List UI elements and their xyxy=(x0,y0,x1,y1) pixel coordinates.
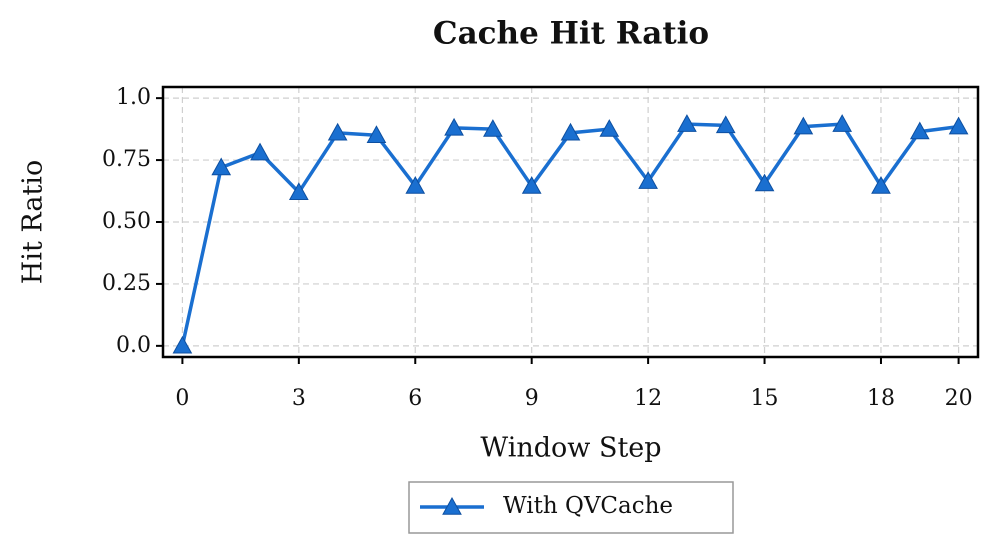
point-marker xyxy=(715,115,736,134)
point-marker xyxy=(444,117,464,136)
point-marker xyxy=(483,119,503,137)
point-marker xyxy=(832,114,853,132)
point-marker xyxy=(793,116,814,135)
x-tick-label: 20 xyxy=(945,386,973,411)
y-tick-label: 0.25 xyxy=(102,271,151,296)
y-tick-label: 1.0 xyxy=(116,85,151,110)
y-tick-label: 0.75 xyxy=(102,147,151,172)
point-marker xyxy=(638,171,658,189)
plot-frame xyxy=(161,85,980,359)
point-marker xyxy=(599,119,620,137)
point-marker xyxy=(560,122,581,141)
x-tick-label: 18 xyxy=(867,386,895,411)
point-marker xyxy=(948,116,969,135)
x-axis-label: Window Step xyxy=(480,433,661,464)
y-tick-label: 0.0 xyxy=(116,333,151,358)
x-tick-label: 0 xyxy=(175,386,189,411)
legend-label: With QVCache xyxy=(503,493,673,519)
chart-title: Cache Hit Ratio xyxy=(433,16,709,52)
point-marker xyxy=(909,121,930,140)
y-tick-label: 0.50 xyxy=(102,209,151,234)
x-tick-label: 3 xyxy=(292,386,306,411)
x-tick-label: 12 xyxy=(634,386,662,411)
y-axis-label: Hit Ratio xyxy=(18,160,49,284)
x-tick-label: 15 xyxy=(751,386,779,411)
point-marker xyxy=(871,176,891,194)
point-marker xyxy=(405,176,426,194)
x-tick-label: 9 xyxy=(525,386,539,411)
point-marker xyxy=(677,114,697,132)
legend: With QVCache xyxy=(408,481,734,534)
point-marker xyxy=(366,125,387,144)
point-marker xyxy=(521,176,542,194)
point-marker xyxy=(211,157,232,176)
point-marker xyxy=(288,182,309,200)
point-marker xyxy=(172,335,193,354)
point-marker xyxy=(327,122,348,141)
point-marker xyxy=(250,142,270,161)
x-tick-label: 6 xyxy=(408,386,422,411)
legend-swatch-marker xyxy=(442,496,462,515)
point-marker xyxy=(754,173,775,192)
